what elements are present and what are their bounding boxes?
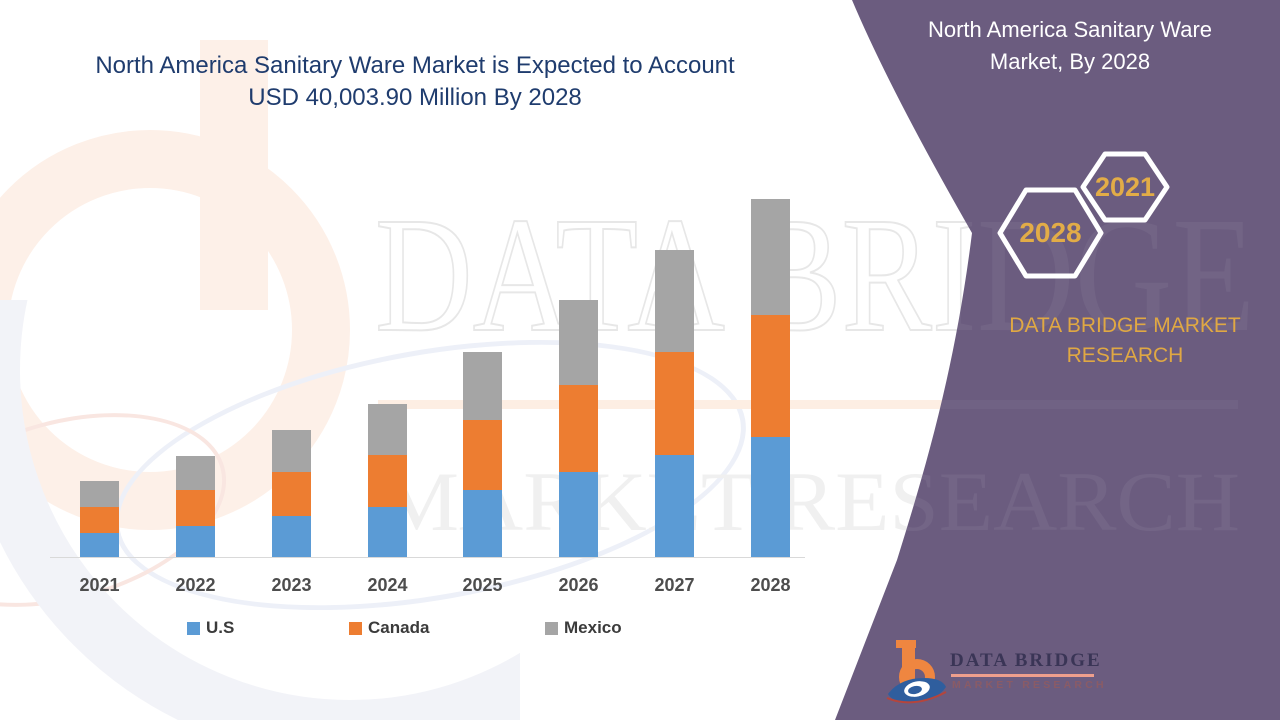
bar-segment-2022-mexico	[176, 456, 215, 490]
badge-year-2021: 2021	[1094, 172, 1156, 202]
bar-segment-2024-canada	[368, 455, 407, 507]
bar-segment-2024-us	[368, 507, 407, 557]
bar-2023	[272, 430, 311, 557]
x-axis-label-2024: 2024	[367, 575, 408, 595]
bar-2025	[463, 352, 502, 557]
side-panel-brand-text: DATA BRIDGE MARKET RESEARCH	[1009, 314, 1241, 367]
x-axis-label-2025: 2025	[462, 575, 503, 595]
bar-segment-2026-mexico	[559, 300, 598, 385]
bar-segment-2021-mexico	[80, 481, 119, 507]
bar-2026	[559, 300, 598, 557]
logo-mark-icon	[886, 640, 947, 704]
legend-swatch-icon	[545, 621, 558, 635]
hexagon-badges	[997, 151, 1170, 279]
bar-2021	[80, 481, 119, 557]
legend-swatch-icon	[187, 621, 200, 635]
bar-2022	[176, 456, 215, 557]
bar-segment-2024-mexico	[368, 404, 407, 455]
x-axis-label-2023: 2023	[271, 575, 312, 595]
bar-segment-2021-us	[80, 533, 119, 557]
chart-legend: U.S Canada Mexico	[0, 617, 840, 641]
bar-segment-2026-us	[559, 472, 598, 557]
panel-watermark-underline	[835, 400, 1238, 409]
bar-segment-2023-us	[272, 516, 311, 557]
legend-label: Canada	[368, 618, 430, 637]
chart-title: North America Sanitary Ware Market is Ex…	[40, 50, 790, 114]
bar-segment-2027-canada	[655, 352, 694, 455]
side-panel-title: North America Sanitary Ware Market, By 2…	[927, 17, 1213, 74]
legend-label: U.S	[206, 618, 235, 637]
bar-segment-2022-us	[176, 526, 215, 557]
hexagon-2028-icon	[997, 187, 1104, 279]
bar-segment-2028-mexico	[751, 199, 790, 315]
legend-item-mexico: Mexico	[545, 617, 622, 639]
data-bridge-logo: DATA BRIDGE MARKET RESEARCH	[886, 634, 1116, 709]
side-panel-background	[835, 0, 1280, 720]
logo-title: DATA BRIDGE	[950, 650, 1102, 671]
bar-segment-2028-us	[751, 437, 790, 557]
legend-item-us: U.S	[187, 617, 234, 639]
badge-year-2028: 2028	[1019, 217, 1082, 248]
x-axis-label-2021: 2021	[79, 575, 120, 595]
bar-segment-2028-canada	[751, 315, 790, 437]
bar-segment-2023-mexico	[272, 430, 311, 472]
watermark-swoosh-clip	[0, 300, 520, 720]
x-axis-label-2026: 2026	[558, 575, 599, 595]
chart-title-line1: North America Sanitary Ware Market is Ex…	[95, 52, 735, 79]
legend-swatch-icon	[349, 621, 362, 635]
bar-segment-2025-canada	[463, 420, 502, 490]
bar-segment-2025-us	[463, 490, 502, 557]
logo-underline	[951, 674, 1094, 677]
bar-segment-2026-canada	[559, 385, 598, 472]
bar-segment-2027-us	[655, 455, 694, 557]
bar-segment-2027-mexico	[655, 250, 694, 352]
bar-segment-2022-canada	[176, 490, 215, 526]
bar-segment-2021-canada	[80, 507, 119, 533]
bar-segment-2025-mexico	[463, 352, 502, 420]
hexagon-2021-icon	[1080, 151, 1170, 223]
bar-2028	[751, 199, 790, 557]
x-axis-label-2027: 2027	[654, 575, 695, 595]
bar-2027	[655, 250, 694, 557]
x-axis-line	[50, 557, 805, 558]
chart-title-line2: USD 40,003.90 Million By 2028	[248, 84, 582, 111]
bar-2024	[368, 404, 407, 557]
legend-label: Mexico	[564, 618, 622, 637]
x-axis-label-2028: 2028	[750, 575, 791, 595]
logo-subtitle: MARKET RESEARCH	[952, 679, 1107, 691]
x-axis-label-2022: 2022	[175, 575, 216, 595]
bar-segment-2023-canada	[272, 472, 311, 516]
legend-item-canada: Canada	[349, 617, 429, 639]
